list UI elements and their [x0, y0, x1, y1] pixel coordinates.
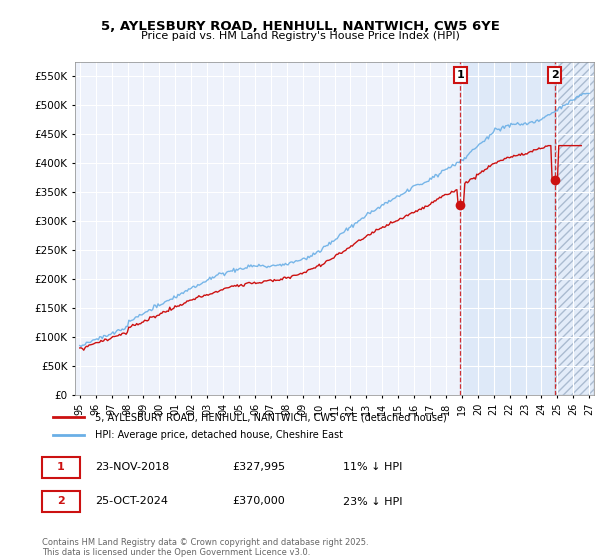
Text: £370,000: £370,000 — [232, 497, 285, 506]
Text: 2: 2 — [57, 497, 65, 506]
FancyBboxPatch shape — [42, 491, 80, 512]
Text: Contains HM Land Registry data © Crown copyright and database right 2025.
This d: Contains HM Land Registry data © Crown c… — [42, 538, 368, 557]
Bar — [554, 62, 594, 395]
Text: 25-OCT-2024: 25-OCT-2024 — [95, 497, 168, 506]
Text: 5, AYLESBURY ROAD, HENHULL, NANTWICH, CW5 6YE (detached house): 5, AYLESBURY ROAD, HENHULL, NANTWICH, CW… — [95, 412, 446, 422]
Text: 1: 1 — [57, 462, 65, 472]
Text: 11% ↓ HPI: 11% ↓ HPI — [343, 462, 403, 472]
Text: HPI: Average price, detached house, Cheshire East: HPI: Average price, detached house, Ches… — [95, 430, 343, 440]
FancyBboxPatch shape — [42, 456, 80, 478]
Text: £327,995: £327,995 — [232, 462, 285, 472]
Text: Price paid vs. HM Land Registry's House Price Index (HPI): Price paid vs. HM Land Registry's House … — [140, 31, 460, 41]
Bar — [460, 62, 554, 395]
Text: 23% ↓ HPI: 23% ↓ HPI — [343, 497, 403, 506]
Text: 5, AYLESBURY ROAD, HENHULL, NANTWICH, CW5 6YE: 5, AYLESBURY ROAD, HENHULL, NANTWICH, CW… — [101, 20, 499, 32]
Text: 23-NOV-2018: 23-NOV-2018 — [95, 462, 169, 472]
Text: 2: 2 — [551, 70, 559, 80]
Text: 1: 1 — [457, 70, 464, 80]
Bar — [554, 62, 594, 395]
